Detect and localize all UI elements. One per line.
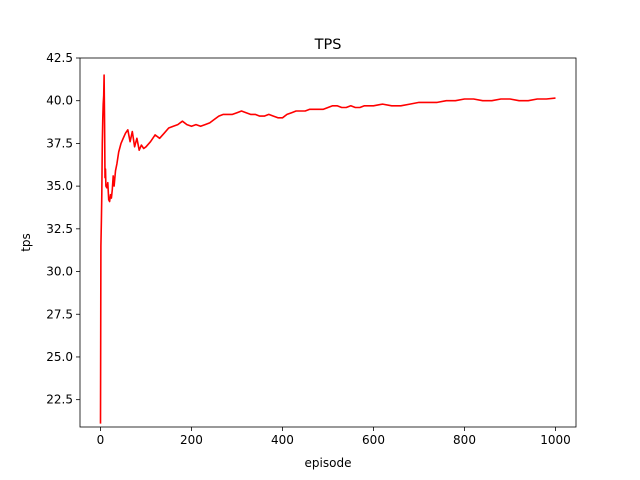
y-tick-label: 27.5 xyxy=(46,307,73,321)
y-axis: 22.5 25.0 27.5 30.0 32.5 35.0 37.5 40.0 42.5 xyxy=(46,51,80,407)
chart-title: TPS xyxy=(314,37,342,53)
y-tick-label: 42.5 xyxy=(46,51,73,65)
y-tick-label: 40.0 xyxy=(46,94,73,108)
x-axis-label: episode xyxy=(305,456,352,470)
x-tick-label: 200 xyxy=(180,433,203,447)
x-tick-label: 800 xyxy=(453,433,476,447)
x-tick-label: 400 xyxy=(271,433,294,447)
y-axis-label: tps xyxy=(19,233,33,252)
y-tick-label: 30.0 xyxy=(46,265,73,279)
y-tick-label: 22.5 xyxy=(46,393,73,407)
x-tick-label: 1000 xyxy=(540,433,571,447)
axes-frame xyxy=(79,57,577,428)
plot-area xyxy=(99,74,556,424)
series-line xyxy=(99,74,556,424)
y-tick-label: 35.0 xyxy=(46,179,73,193)
x-axis: 0 200 400 600 800 1000 xyxy=(97,427,571,447)
y-tick-label: 32.5 xyxy=(46,222,73,236)
x-tick-label: 600 xyxy=(362,433,385,447)
y-tick-label: 37.5 xyxy=(46,136,73,150)
x-tick-label: 0 xyxy=(97,433,105,447)
y-tick-label: 25.0 xyxy=(46,350,73,364)
